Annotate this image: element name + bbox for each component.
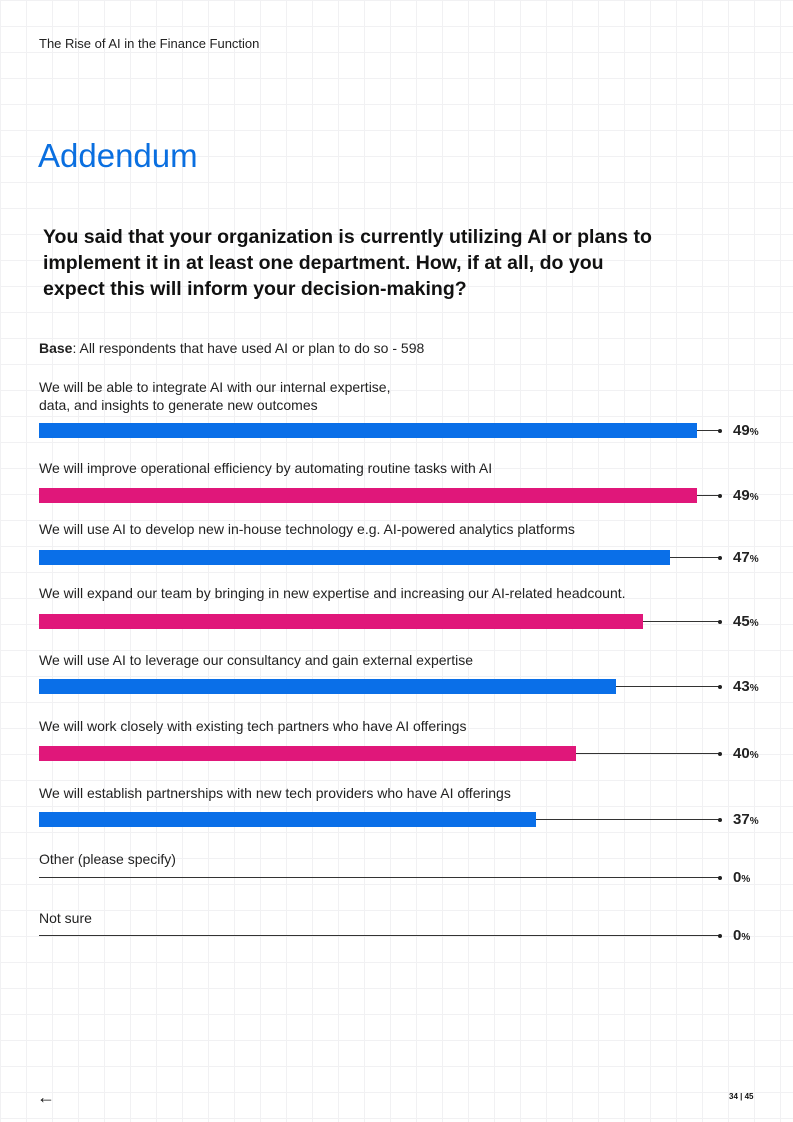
bar (39, 812, 536, 827)
value-label: 49% (733, 422, 759, 439)
value-number: 49 (733, 422, 750, 439)
survey-question: You said that your organization is curre… (43, 226, 652, 300)
value-label: 0% (733, 927, 750, 944)
value-number: 49 (733, 487, 750, 504)
bar (39, 423, 697, 438)
value-label: 0% (733, 869, 750, 886)
bar (39, 679, 617, 694)
value-unit: % (749, 683, 759, 694)
bar-label: We will be able to integrate AI with our… (39, 379, 391, 413)
value-label: 37% (733, 811, 759, 828)
value-unit: % (749, 492, 759, 503)
bar-label: Not sure (39, 910, 92, 926)
base-note: Base: All respondents that have used AI … (39, 340, 424, 356)
leader-dot (718, 555, 722, 560)
bar-label: Other (please specify) (39, 851, 176, 867)
base-text: : All respondents that have used AI or p… (72, 340, 425, 356)
bar-label: We will use AI to leverage our consultan… (39, 652, 473, 668)
leader-dot (718, 493, 722, 498)
leader-line (39, 935, 720, 936)
value-label: 40% (733, 745, 759, 762)
bar-label: We will expand our team by bringing in n… (39, 585, 626, 601)
leader-line (643, 621, 720, 622)
leader-dot (718, 751, 722, 756)
page-title: Addendum (38, 137, 198, 174)
value-number: 47 (733, 549, 750, 566)
value-number: 40 (733, 745, 750, 762)
value-unit: % (749, 554, 759, 565)
page-number: 34 | 45 (729, 1092, 754, 1101)
bar-label: We will establish partnerships with new … (39, 785, 511, 801)
bar (39, 488, 697, 503)
leader-line (39, 877, 720, 878)
leader-dot (718, 428, 722, 433)
value-unit: % (749, 427, 759, 438)
value-label: 45% (733, 613, 759, 630)
value-unit: % (749, 816, 759, 827)
bar-label: We will work closely with existing tech … (39, 718, 467, 734)
base-label: Base (39, 340, 73, 356)
leader-dot (718, 684, 722, 689)
leader-line (697, 495, 720, 496)
leader-line (670, 557, 720, 558)
bar (39, 746, 577, 761)
value-unit: % (741, 932, 751, 943)
value-number: 0 (733, 927, 742, 944)
bar (39, 550, 671, 565)
value-number: 0 (733, 869, 742, 886)
value-label: 49% (733, 487, 759, 504)
value-number: 43 (733, 678, 750, 695)
value-unit: % (749, 618, 759, 629)
bar (39, 614, 644, 629)
leader-line (576, 753, 720, 754)
leader-dot (718, 817, 722, 822)
leader-dot (718, 933, 722, 938)
arrow-left-icon[interactable]: ← (37, 1087, 55, 1107)
value-unit: % (749, 750, 759, 761)
leader-dot (718, 875, 722, 880)
value-number: 45 (733, 613, 750, 630)
leader-dot (718, 619, 722, 624)
value-unit: % (741, 874, 751, 885)
leader-line (616, 686, 720, 687)
value-label: 47% (733, 549, 759, 566)
document-title: The Rise of AI in the Finance Function (39, 36, 260, 51)
bar-label: We will use AI to develop new in-house t… (39, 521, 575, 537)
value-number: 37 (733, 811, 750, 828)
leader-line (535, 819, 720, 820)
leader-line (697, 430, 720, 431)
bar-label: We will improve operational efficiency b… (39, 460, 493, 476)
value-label: 43% (733, 678, 759, 695)
